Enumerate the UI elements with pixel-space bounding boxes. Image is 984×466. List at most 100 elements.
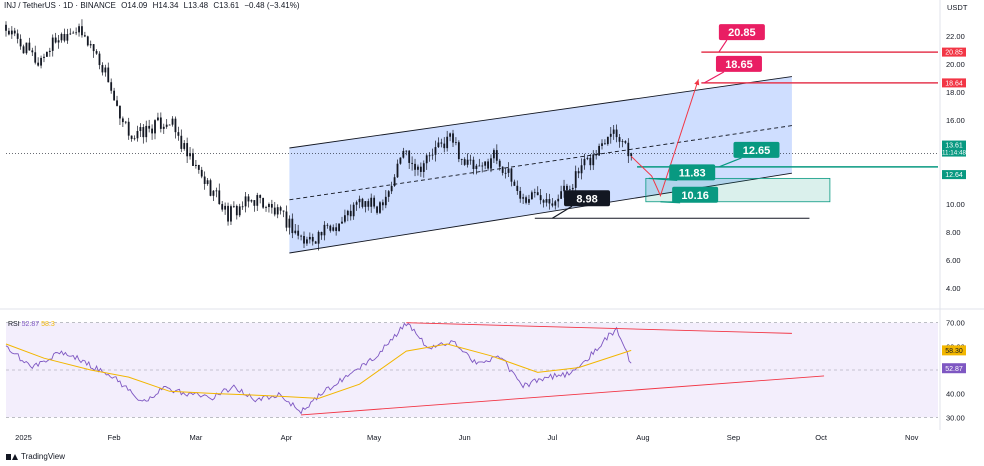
time-tick-label: Sep bbox=[727, 433, 740, 442]
candle-body bbox=[127, 121, 130, 136]
candle-body bbox=[361, 198, 364, 207]
candle-body bbox=[238, 206, 241, 216]
candle-body bbox=[306, 239, 308, 244]
ascending-channel-fill bbox=[289, 76, 792, 253]
candle-body bbox=[282, 210, 285, 212]
candle-body bbox=[186, 143, 189, 157]
candle-body bbox=[104, 67, 107, 73]
candle-body bbox=[510, 168, 513, 182]
candle-body bbox=[530, 192, 533, 200]
candle-body bbox=[25, 42, 28, 54]
candle-body bbox=[443, 143, 446, 149]
candle-body bbox=[57, 40, 60, 43]
candle-body bbox=[422, 163, 425, 172]
price-tick-label: 8.00 bbox=[946, 228, 961, 237]
candle-body bbox=[571, 187, 574, 190]
candle-body bbox=[554, 201, 557, 206]
candle-body bbox=[303, 235, 305, 244]
time-tick-label: Aug bbox=[636, 433, 649, 442]
candle-body bbox=[51, 37, 54, 51]
candle-body bbox=[528, 199, 530, 203]
price-tick-label: 18.00 bbox=[946, 88, 965, 97]
candle-body bbox=[381, 202, 384, 206]
axis-badge-last-countdown: 11:14:48 bbox=[942, 150, 967, 157]
price-tick-label: 16.00 bbox=[946, 116, 965, 125]
candle-body bbox=[162, 126, 165, 129]
candle-body bbox=[533, 192, 536, 194]
candle-body bbox=[218, 190, 221, 205]
candle-body bbox=[507, 168, 510, 173]
channel-upper-line bbox=[289, 76, 792, 149]
candle-body bbox=[83, 35, 86, 37]
callout-898-box bbox=[564, 190, 611, 207]
ohlc-high: H14.34 bbox=[152, 1, 179, 10]
candle-body bbox=[145, 125, 148, 138]
candle-body bbox=[501, 166, 504, 173]
candle-body bbox=[387, 191, 390, 197]
time-tick-label: Feb bbox=[108, 433, 121, 442]
callout-898-text: 8.98 bbox=[576, 193, 597, 205]
time-tick-label: 2025 bbox=[15, 433, 32, 442]
candle-body bbox=[168, 124, 171, 126]
rsi-tick-label: 70.00 bbox=[946, 319, 965, 328]
callout-1865-text: 18.65 bbox=[725, 59, 753, 71]
candle-body bbox=[171, 118, 174, 125]
candle-body bbox=[165, 124, 168, 127]
candle-body bbox=[326, 224, 329, 226]
callout-898-pointer bbox=[552, 205, 573, 219]
candle-body bbox=[107, 67, 110, 83]
candle-body bbox=[519, 190, 522, 199]
candle-body bbox=[490, 158, 492, 169]
candle-body bbox=[148, 125, 151, 129]
candle-body bbox=[346, 210, 349, 216]
candle-body bbox=[279, 207, 282, 211]
candle-body bbox=[130, 135, 133, 139]
candle-body bbox=[580, 165, 583, 174]
candle-body bbox=[563, 185, 565, 192]
projected-arrow-head bbox=[694, 79, 700, 86]
candle-body bbox=[235, 205, 238, 216]
candle-body bbox=[344, 215, 346, 222]
footer-brand[interactable]: TradingView bbox=[6, 452, 65, 461]
candle-body bbox=[384, 196, 387, 206]
candle-body bbox=[113, 90, 116, 101]
symbol-title[interactable]: INJ / TetherUS · 1D · BINANCE bbox=[4, 1, 116, 10]
rsi-line bbox=[5, 322, 632, 415]
candle-body bbox=[493, 150, 495, 159]
candle-body bbox=[449, 133, 451, 137]
candle-body bbox=[45, 51, 48, 57]
candle-body bbox=[250, 200, 253, 202]
candle-body bbox=[566, 185, 568, 190]
candle-body bbox=[37, 62, 40, 66]
candle-body bbox=[604, 143, 606, 145]
candle-body bbox=[367, 201, 370, 207]
candle-body bbox=[624, 141, 627, 143]
candle-body bbox=[34, 52, 37, 63]
callout-1183-box bbox=[669, 164, 716, 181]
candle-body bbox=[469, 159, 472, 161]
callout-1265-box bbox=[733, 141, 780, 158]
candle-body bbox=[370, 197, 373, 207]
rsi-header: RSI 52.87 58.3 bbox=[8, 321, 55, 328]
candle-body bbox=[19, 38, 22, 47]
candle-body bbox=[379, 202, 381, 213]
rsi-badge-text: 52.87 bbox=[945, 366, 963, 373]
candle-body bbox=[314, 241, 317, 244]
candle-body bbox=[557, 198, 560, 202]
candle-body bbox=[428, 155, 431, 157]
candle-body bbox=[154, 120, 156, 134]
candle-body bbox=[192, 153, 194, 166]
candle-body bbox=[31, 50, 34, 53]
callout-2085-pointer bbox=[718, 39, 728, 53]
rsi-ma-badge-bg bbox=[942, 345, 966, 356]
candle-body bbox=[390, 185, 393, 192]
candle-body bbox=[408, 150, 411, 163]
rsi-title[interactable]: RSI bbox=[8, 321, 20, 328]
candle-body bbox=[200, 169, 203, 177]
candle-body bbox=[157, 117, 159, 121]
candle-body bbox=[522, 197, 525, 199]
candle-body bbox=[86, 36, 89, 46]
candle-body bbox=[463, 159, 466, 165]
candle-body bbox=[364, 201, 367, 207]
